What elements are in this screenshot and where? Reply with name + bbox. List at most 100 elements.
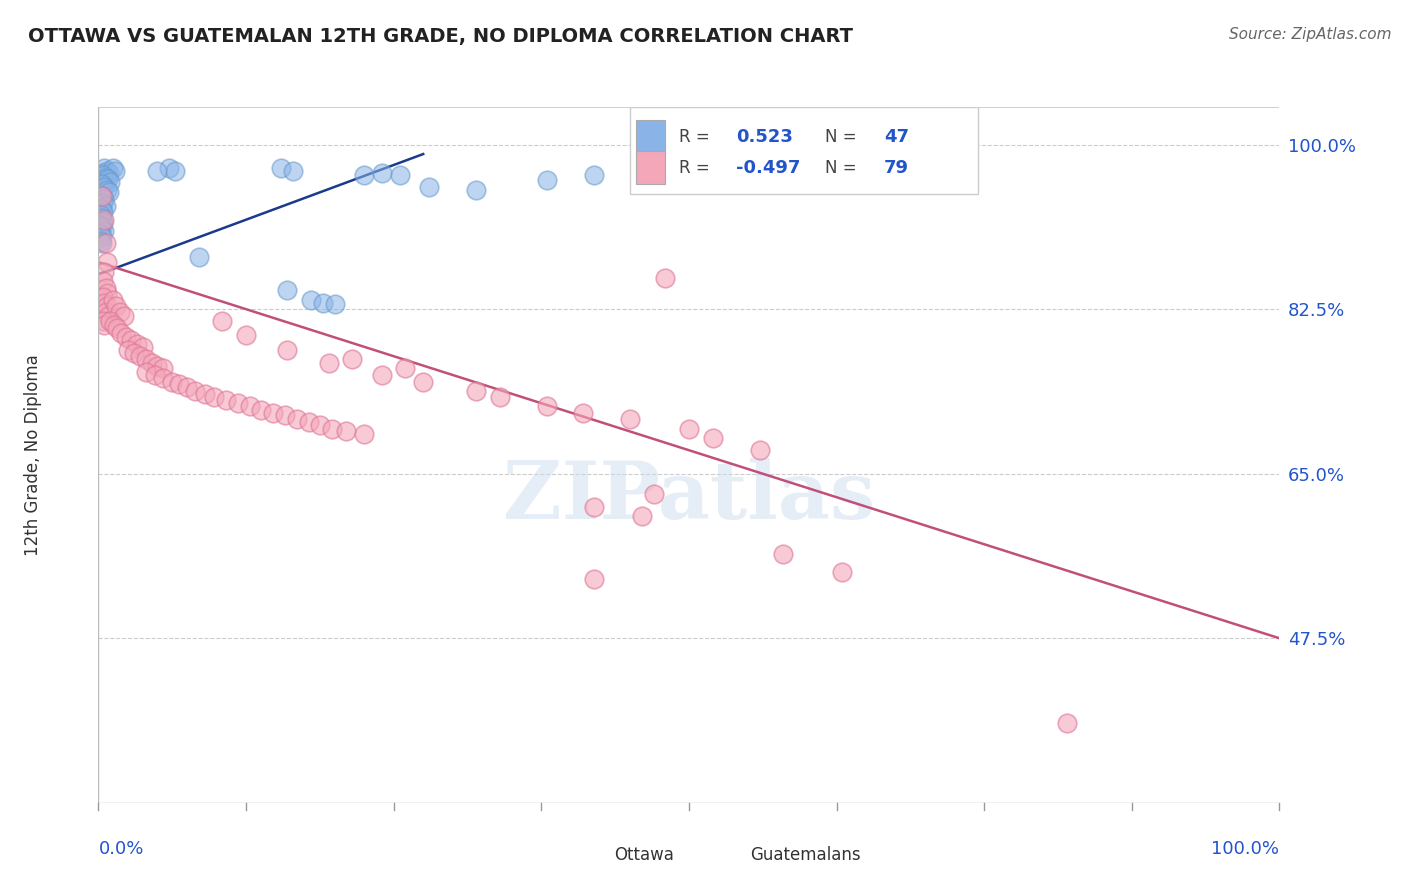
Point [91,189,114,203]
Point [412,375,434,389]
Point [103,318,125,333]
Point [141,356,163,370]
Point [91,189,114,203]
Point [90,208,112,222]
Text: N =: N = [825,159,856,177]
Point [98,314,121,328]
Text: OTTAWA VS GUATEMALAN 12TH GRADE, NO DIPLOMA CORRELATION CHART: OTTAWA VS GUATEMALAN 12TH GRADE, NO DIPL… [28,27,853,45]
Text: 0.523: 0.523 [737,128,793,146]
FancyBboxPatch shape [630,107,979,194]
Point [298,415,321,429]
Point [152,361,174,376]
Point [239,399,262,413]
Point [93,318,115,333]
Point [94,170,117,185]
Point [157,161,180,176]
Point [96,286,118,301]
Point [388,168,411,182]
Point [571,406,593,420]
Point [619,412,641,426]
FancyBboxPatch shape [713,842,738,868]
Text: ZIPatlas: ZIPatlas [503,458,875,536]
Point [262,406,284,420]
Point [702,431,724,445]
Point [274,409,297,423]
Point [167,377,190,392]
Point [143,368,166,382]
Text: 47: 47 [884,128,908,146]
Point [91,196,114,211]
Point [353,168,375,182]
Text: 100.0%: 100.0% [1212,840,1279,858]
Text: 79: 79 [884,159,908,177]
Point [104,164,127,178]
Point [91,168,114,182]
Point [127,337,149,351]
Point [536,173,558,187]
Point [194,386,217,401]
Text: 0.0%: 0.0% [98,840,143,858]
Point [94,305,117,319]
Point [90,218,112,232]
Point [96,299,118,313]
Point [536,399,558,413]
Point [91,211,114,225]
Point [90,227,112,241]
Point [91,202,114,216]
Point [184,384,207,398]
Point [93,264,115,278]
Text: -0.497: -0.497 [737,159,800,177]
Point [105,299,128,313]
Point [101,293,124,307]
Point [112,309,135,323]
FancyBboxPatch shape [636,120,665,153]
Point [202,390,225,404]
Point [91,205,114,219]
Point [91,177,114,191]
Point [105,321,128,335]
Point [489,390,512,404]
Point [583,500,606,514]
Point [226,396,249,410]
Point [96,164,118,178]
Point [643,487,665,501]
Point [309,417,332,432]
Point [135,365,157,379]
Text: 12th Grade, No Diploma: 12th Grade, No Diploma [24,354,42,556]
Point [285,412,308,426]
Point [93,180,115,194]
Point [678,421,700,435]
Point [93,224,115,238]
Point [211,314,233,328]
Point [91,314,114,328]
Point [270,161,292,176]
Point [93,192,115,206]
Point [98,166,121,180]
Point [146,359,169,373]
Point [321,421,343,435]
Point [91,220,114,235]
Point [160,375,183,389]
Point [91,290,114,304]
Point [250,402,273,417]
Point [353,427,375,442]
Point [96,255,118,269]
Point [654,271,676,285]
Text: R =: R = [679,159,710,177]
Point [465,384,488,398]
Point [371,368,394,382]
Point [135,351,157,366]
Point [122,346,145,360]
Text: N =: N = [825,128,856,146]
FancyBboxPatch shape [636,151,665,185]
FancyBboxPatch shape [576,842,603,868]
Point [90,234,112,248]
Point [831,566,853,580]
Point [165,164,187,178]
Point [318,356,340,370]
Point [91,236,114,251]
Point [93,161,115,176]
Point [146,164,169,178]
Point [187,251,209,265]
Point [299,293,322,307]
